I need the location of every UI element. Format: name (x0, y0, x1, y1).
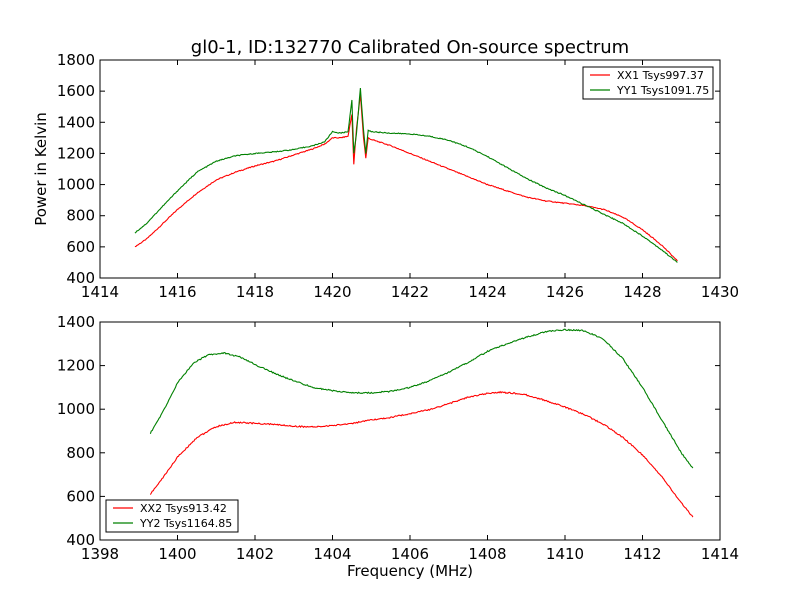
y-tick-label: 400 (66, 531, 95, 549)
y-tick-label: 600 (66, 487, 95, 505)
x-tick-label: 1412 (623, 545, 661, 563)
legend-entry-label: YY2 Tsys1164.85 (139, 517, 232, 530)
y-tick-label: 1400 (57, 113, 95, 131)
chart-title: gl0-1, ID:132770 Calibrated On-source sp… (191, 37, 629, 58)
legend-entry-label: YY1 Tsys1091.75 (616, 84, 709, 97)
x-tick-label: 1422 (391, 283, 429, 301)
legend-entry-label: XX2 Tsys913.42 (140, 502, 227, 515)
y-tick-label: 1400 (57, 313, 95, 331)
series-line-bottom-1 (149, 390, 694, 518)
x-tick-label: 1426 (546, 283, 584, 301)
x-tick-label: 1428 (623, 283, 661, 301)
x-tick-label: 1416 (158, 283, 196, 301)
x-tick-label: 1402 (236, 545, 274, 563)
y-tick-label: 400 (66, 269, 95, 287)
x-tick-label: 1430 (701, 283, 739, 301)
top-series-layer (134, 88, 678, 263)
y-tick-label: 1200 (57, 357, 95, 375)
series-line-top-2 (134, 88, 678, 263)
y-tick-label: 1600 (57, 82, 95, 100)
y-tick-label: 1000 (57, 176, 95, 194)
bottom-plot-frame (99, 321, 721, 541)
x-tick-label: 1408 (468, 545, 506, 563)
top-legend: XX1 Tsys997.37 YY1 Tsys1091.75 (582, 66, 714, 100)
top-plot-frame (99, 59, 721, 279)
x-tick-label: 1400 (158, 545, 196, 563)
x-tick-label: 1406 (391, 545, 429, 563)
x-tick-label: 1410 (546, 545, 584, 563)
legend-entry-label: XX1 Tsys997.37 (617, 69, 704, 82)
bottom-ticks-layer: 1398 1400 1402 1404 1406 1408 1410 1412 1414 400 6… (57, 313, 739, 563)
top-subplot: 1414 1416 1418 1420 1422 1424 1426 1428 1430 400 6… (32, 51, 739, 301)
y-tick-label: 1800 (57, 51, 95, 69)
y-tick-label: 800 (66, 444, 95, 462)
y-tick-label: 800 (66, 207, 95, 225)
legend-box (582, 66, 714, 100)
x-tick-label: 1424 (468, 283, 506, 301)
series-line-bottom-2 (149, 328, 694, 469)
x-tick-label: 1414 (81, 283, 119, 301)
y-tick-label: 1200 (57, 144, 95, 162)
x-tick-label: 1398 (81, 545, 119, 563)
y-tick-label: 600 (66, 238, 95, 256)
x-tick-label: 1420 (313, 283, 351, 301)
x-tick-label: 1418 (236, 283, 274, 301)
bottom-subplot: 1398 1400 1402 1404 1406 1408 1410 1412 1414 400 6… (57, 313, 739, 580)
x-tick-label: 1404 (313, 545, 351, 563)
legend-box (105, 499, 239, 533)
y-tick-label: 1000 (57, 400, 95, 418)
top-y-axis-label: Power in Kelvin (32, 112, 50, 226)
bottom-legend: XX2 Tsys913.42 YY2 Tsys1164.85 (105, 499, 239, 533)
bottom-series-layer (149, 328, 694, 518)
bottom-x-axis-label: Frequency (MHz) (347, 562, 473, 580)
top-ticks-layer: 1414 1416 1418 1420 1422 1424 1426 1428 1430 400 6… (57, 51, 739, 301)
x-tick-label: 1414 (701, 545, 739, 563)
